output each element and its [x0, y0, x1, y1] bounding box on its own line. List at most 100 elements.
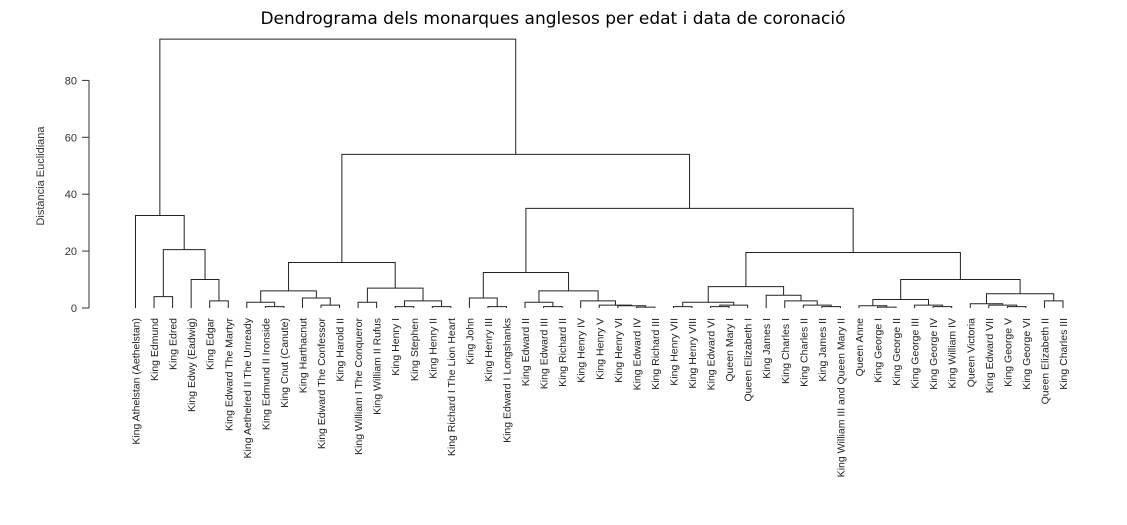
leaf-label: King Richard II — [557, 318, 569, 387]
y-tick-label: 80 — [65, 75, 77, 87]
dendrogram-link — [301, 297, 331, 308]
leaf-label: King Edward I Longshanks — [502, 318, 514, 443]
dendrogram-link — [366, 287, 424, 303]
dendrogram-link — [487, 306, 507, 308]
dendrogram-link — [900, 279, 1021, 300]
leaf-label: King Aethelred II The Unready — [242, 317, 254, 458]
leaf-label: King Charles II — [798, 318, 810, 387]
dendrogram-link — [745, 252, 961, 287]
leaf-label: King Henry VII — [668, 318, 680, 386]
dendrogram-link — [209, 300, 229, 308]
leaf-label: King Edward The Confessor — [316, 318, 328, 450]
dendrogram-link — [932, 306, 953, 308]
leaf-label: King George II — [891, 318, 903, 386]
dendrogram-link — [246, 301, 276, 308]
dendrogram-link — [765, 294, 802, 308]
dendrogram-link — [1043, 300, 1064, 308]
leaf-label: King Athelstan (Aethelstan) — [131, 318, 143, 445]
dendrogram-link — [431, 306, 452, 308]
chart-title: Dendrograma dels monarques anglesos per … — [260, 9, 845, 29]
leaf-label: King James II — [817, 318, 829, 382]
leaf-label: King William I The Conqueror — [353, 318, 365, 455]
leaf-label: King Henry II — [427, 318, 439, 379]
leaf-label: King Charles I — [780, 318, 792, 384]
dendrogram-link — [403, 300, 443, 307]
leaf-label: King Edmund — [149, 318, 161, 381]
leaf-label: King Edgar — [205, 317, 217, 369]
leaf-label: King George IV — [928, 318, 940, 390]
leaf-label: King Henry VIII — [687, 318, 699, 389]
dendrogram-link — [159, 38, 517, 216]
leaf-label: Queen Elizabeth I — [743, 318, 755, 401]
dendrogram-link — [482, 271, 570, 299]
leaf-label: King John — [464, 318, 476, 365]
dendrogram-link — [580, 300, 616, 308]
dendrogram-link — [598, 304, 633, 308]
y-tick-label: 0 — [71, 303, 77, 315]
leaf-label: King Henry IV — [576, 318, 588, 383]
dendrogram-link — [524, 301, 554, 308]
leaf-label: Queen Victoria — [965, 318, 977, 387]
leaf-label: King Edred — [168, 318, 180, 370]
dendrogram-link — [394, 306, 415, 308]
leaf-label: King Richard III — [650, 318, 662, 390]
dendrogram-link — [320, 304, 341, 308]
dendrogram-link — [969, 303, 1004, 308]
leaf-label: King Edward IV — [631, 318, 643, 390]
leaf-label: King Edwy (Eadwig) — [186, 318, 198, 412]
leaf-labels: King Athelstan (Aethelstan) King Edmund Ki… — [131, 317, 1071, 477]
leaf-label: King Charles III — [1058, 318, 1070, 390]
leaf-label: King George V — [1002, 318, 1014, 387]
leaf-label: King Henry III — [483, 318, 495, 382]
dendrogram-link — [985, 293, 1055, 304]
leaf-label: King William III and Queen Mary II — [835, 318, 847, 477]
leaf-label: Queen Anne — [854, 318, 866, 377]
y-axis-label: Distància Euclidiana — [35, 126, 47, 226]
dendrogram-link — [190, 279, 220, 308]
leaf-label: King James I — [761, 318, 773, 379]
leaf-label: King George I — [873, 318, 885, 383]
dendrogram-link — [135, 215, 185, 308]
dendrogram-link — [288, 261, 396, 291]
leaf-label: King Harold II — [335, 318, 347, 382]
leaf-label: King George VI — [1021, 318, 1033, 390]
dendrogram-link — [525, 207, 854, 273]
leaf-label: King Edward II — [520, 318, 532, 386]
leaf-label: King Henry V — [594, 318, 606, 380]
leaf-label: King Edward VII — [984, 318, 996, 393]
leaf-label: King George III — [910, 318, 922, 389]
dendrogram-link — [784, 300, 818, 308]
dendrogram-link — [635, 306, 656, 308]
dendrogram-link — [877, 306, 897, 308]
leaf-label: Queen Mary I — [724, 318, 736, 382]
dendrogram-link — [153, 296, 174, 308]
leaf-label: King Richard I The Lion Heart — [446, 318, 458, 456]
dendrogram-link — [672, 306, 693, 308]
dendrogram-links — [135, 38, 1064, 308]
leaf-label: King William II Rufus — [372, 318, 384, 415]
dendrogram-link — [707, 286, 785, 303]
y-axis: 0 20 40 60 80 — [65, 75, 90, 315]
dendrogram-link — [821, 306, 841, 308]
dendrogram-link — [682, 301, 735, 307]
leaf-label: King Harthacnut — [297, 318, 309, 393]
dendrogram-link — [543, 306, 563, 308]
leaf-label: King Henry VI — [613, 318, 625, 383]
leaf-label: King Edward The Martyr — [223, 318, 235, 432]
dendrogram-link — [162, 249, 206, 297]
leaf-label: King Edmund II Ironside — [260, 318, 272, 430]
leaf-label: King William IV — [947, 318, 959, 389]
dendrogram-link — [357, 301, 378, 308]
leaf-label: King Edward VI — [706, 318, 718, 390]
dendrogram-link — [264, 306, 285, 308]
leaf-label: Queen Elizabeth II — [1039, 318, 1051, 404]
y-tick-label: 40 — [65, 189, 77, 201]
dendrogram-link — [260, 290, 317, 303]
leaf-label: King Stephen — [409, 318, 421, 381]
leaf-label: King Cnut (Canute) — [279, 318, 291, 408]
y-tick-label: 60 — [65, 132, 77, 144]
leaf-label: King Edward III — [539, 318, 551, 389]
y-tick-label: 20 — [65, 246, 77, 258]
dendrogram-link — [710, 306, 730, 308]
